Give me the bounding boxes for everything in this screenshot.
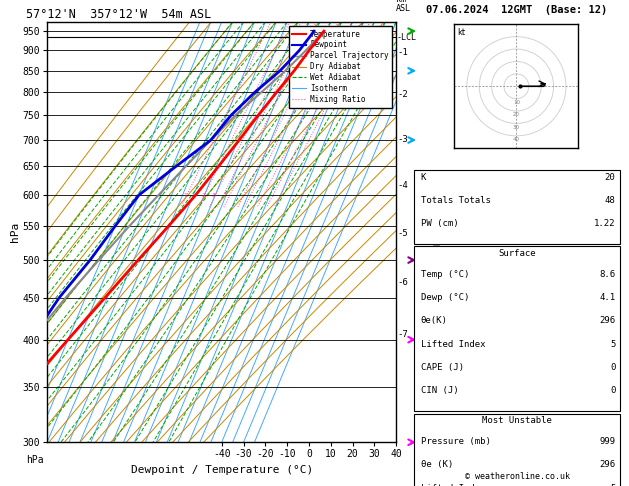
Text: -4: -4 (397, 181, 408, 190)
Text: -6: -6 (397, 278, 408, 287)
Text: Mixing Ratio (g/kg): Mixing Ratio (g/kg) (433, 185, 443, 279)
Text: 40: 40 (513, 137, 520, 142)
Text: 0: 0 (610, 363, 616, 372)
Text: km
ASL: km ASL (396, 0, 411, 14)
Text: -7: -7 (397, 330, 408, 339)
Legend: Temperature, Dewpoint, Parcel Trajectory, Dry Adiabat, Wet Adiabat, Isotherm, Mi: Temperature, Dewpoint, Parcel Trajectory… (289, 26, 392, 108)
Text: 10: 10 (513, 100, 520, 105)
Text: Lifted Index: Lifted Index (421, 484, 485, 486)
Text: kt: kt (457, 28, 465, 37)
Text: Lifted Index: Lifted Index (421, 340, 485, 349)
Text: Most Unstable: Most Unstable (482, 416, 552, 425)
Bar (414, 414, 620, 486)
Text: 1: 1 (184, 193, 187, 198)
Text: 5: 5 (610, 484, 616, 486)
Text: 48: 48 (605, 196, 616, 205)
Bar (414, 246, 620, 411)
Text: 0: 0 (610, 386, 616, 396)
Text: 999: 999 (599, 437, 616, 446)
Text: -1: -1 (397, 48, 408, 56)
Text: Dewp (°C): Dewp (°C) (421, 293, 469, 302)
Text: 4.1: 4.1 (599, 293, 616, 302)
Text: K: K (421, 173, 426, 182)
Text: 3: 3 (212, 193, 216, 198)
Text: © weatheronline.co.uk: © weatheronline.co.uk (465, 472, 569, 481)
Text: 1.22: 1.22 (594, 219, 616, 228)
Text: -5: -5 (397, 229, 408, 238)
Text: 20: 20 (513, 112, 520, 117)
Text: Totals Totals: Totals Totals (421, 196, 491, 205)
Text: -2: -2 (397, 90, 408, 99)
Text: θe (K): θe (K) (421, 460, 453, 469)
Text: Surface: Surface (498, 249, 536, 258)
Text: 57°12'N  357°12'W  54m ASL: 57°12'N 357°12'W 54m ASL (26, 8, 211, 21)
Text: 2: 2 (201, 193, 205, 198)
Text: 8.6: 8.6 (599, 270, 616, 279)
Text: Pressure (mb): Pressure (mb) (421, 437, 491, 446)
Bar (414, 170, 620, 244)
Y-axis label: hPa: hPa (10, 222, 20, 242)
Text: 07.06.2024  12GMT  (Base: 12): 07.06.2024 12GMT (Base: 12) (426, 5, 608, 15)
Text: 296: 296 (599, 460, 616, 469)
Text: 5: 5 (610, 340, 616, 349)
Text: 296: 296 (599, 316, 616, 326)
Text: 20: 20 (605, 173, 616, 182)
Text: θe(K): θe(K) (421, 316, 448, 326)
Text: 30: 30 (513, 125, 520, 130)
X-axis label: Dewpoint / Temperature (°C): Dewpoint / Temperature (°C) (131, 465, 313, 475)
Text: -3: -3 (397, 135, 408, 144)
Text: -LCL: -LCL (397, 33, 417, 42)
Text: PW (cm): PW (cm) (421, 219, 459, 228)
Text: CIN (J): CIN (J) (421, 386, 459, 396)
Text: Temp (°C): Temp (°C) (421, 270, 469, 279)
Text: hPa: hPa (26, 455, 44, 465)
Text: CAPE (J): CAPE (J) (421, 363, 464, 372)
